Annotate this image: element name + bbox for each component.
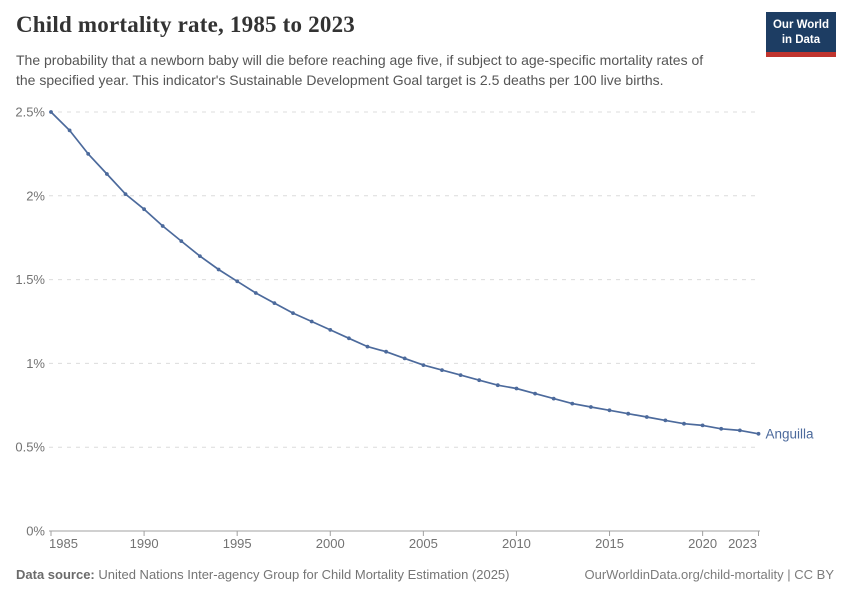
data-point (160, 224, 165, 228)
owid-logo: Our World in Data (765, 12, 836, 57)
y-tick-label: 0% (26, 524, 45, 539)
data-point (626, 411, 631, 416)
x-tick-label: 2020 (688, 536, 717, 551)
data-point (347, 336, 351, 341)
data-point (198, 254, 202, 258)
data-point (235, 279, 240, 284)
data-point (551, 396, 556, 401)
data-point (738, 428, 742, 433)
data-point (86, 152, 91, 156)
owid-logo-line1: Our World (772, 19, 829, 31)
x-tick-label: 1995 (223, 536, 252, 551)
data-source-label: Data source: (16, 567, 95, 582)
y-tick-label: 0.5% (15, 440, 45, 455)
data-point (533, 391, 537, 396)
data-point (384, 349, 388, 354)
data-point (328, 328, 333, 332)
x-tick-label: 2000 (316, 536, 345, 551)
owid-logo-line2: in Data (781, 33, 821, 46)
data-point (309, 319, 314, 324)
data-point (644, 415, 649, 419)
data-point (458, 373, 463, 377)
x-tick-label: 2015 (595, 536, 624, 551)
data-point (67, 128, 72, 133)
data-point (142, 207, 147, 212)
footer-attribution: OurWorldinData.org/child-mortality | CC … (584, 567, 834, 582)
x-tick-label: 2010 (502, 536, 531, 551)
data-point (216, 267, 221, 272)
data-point (495, 383, 500, 388)
chart-subtitle: The probability that a newborn baby will… (16, 52, 704, 89)
y-tick-label: 1.5% (15, 272, 45, 287)
y-tick-label: 2% (26, 188, 45, 203)
data-line (50, 111, 760, 435)
data-point (440, 368, 444, 372)
footer-link[interactable]: OurWorldinData.org/child-mortality (584, 567, 784, 582)
data-point (756, 431, 761, 436)
data-point (477, 378, 482, 383)
data-point (402, 356, 407, 361)
page-title: Child mortality rate, 1985 to 2023 (16, 12, 355, 37)
data-source-text: United Nations Inter-agency Group for Ch… (94, 567, 510, 582)
data-point (589, 405, 593, 409)
footer-license: | CC BY (783, 567, 834, 582)
data-point (570, 401, 575, 406)
data-point (179, 239, 184, 244)
x-tick-label: 1990 (130, 536, 159, 551)
x-tick-label: 1985 (49, 536, 78, 551)
data-point (253, 291, 258, 295)
data-point (365, 344, 370, 349)
data-point (421, 363, 426, 367)
y-tick-label: 1% (26, 356, 45, 371)
data-point (682, 421, 686, 426)
data-point (607, 408, 612, 413)
data-point (719, 426, 724, 431)
chart-footer: Data source: United Nations Inter-agency… (16, 567, 834, 582)
data-point (272, 301, 277, 305)
y-tick-label: 2.5% (15, 105, 45, 120)
data-point (663, 418, 668, 423)
data-point (105, 172, 109, 176)
data-point (291, 311, 295, 315)
data-source: Data source: United Nations Inter-agency… (16, 567, 510, 582)
data-point (700, 423, 705, 428)
data-point (49, 110, 53, 114)
x-tick-label: 2005 (409, 536, 438, 551)
data-point (514, 386, 519, 391)
data-point (123, 192, 128, 197)
x-tick-label: 2023 (728, 536, 757, 551)
series-end-label: Anguilla (765, 426, 814, 441)
